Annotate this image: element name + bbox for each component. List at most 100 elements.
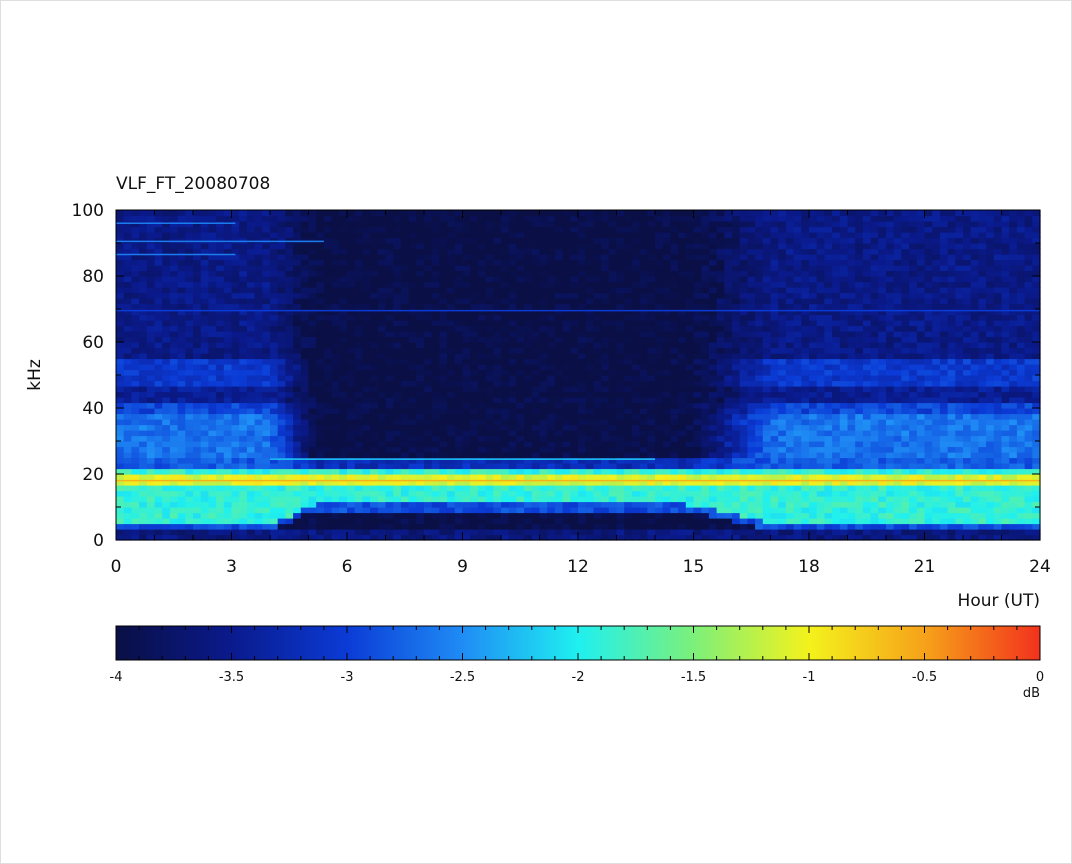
heatmap-cell — [593, 227, 601, 233]
heatmap-cell — [178, 227, 186, 233]
heatmap-cell — [362, 353, 370, 359]
heatmap-cell — [632, 397, 640, 403]
heatmap-cell — [416, 221, 424, 227]
heatmap-cell — [155, 359, 163, 365]
heatmap-cell — [224, 348, 232, 354]
heatmap-cell — [709, 513, 717, 519]
heatmap-cell — [563, 397, 571, 403]
heatmap-cell — [424, 425, 432, 431]
heatmap-cell — [293, 441, 301, 447]
heatmap-cell — [201, 227, 209, 233]
heatmap-cell — [486, 419, 494, 425]
heatmap-cell — [201, 238, 209, 244]
heatmap-cell — [262, 507, 270, 513]
heatmap-cell — [455, 249, 463, 255]
heatmap-cell — [131, 436, 139, 442]
heatmap-cell — [262, 243, 270, 249]
heatmap-cell — [247, 507, 255, 513]
heatmap-cell — [386, 463, 394, 469]
heatmap-cell — [701, 524, 709, 530]
heatmap-cell — [324, 348, 332, 354]
heatmap-cell — [139, 507, 147, 513]
heatmap-cell — [270, 282, 278, 288]
heatmap-cell — [724, 282, 732, 288]
heatmap-cell — [755, 502, 763, 508]
heatmap-cell — [386, 320, 394, 326]
heatmap-cell — [193, 419, 201, 425]
heatmap-cell — [193, 260, 201, 266]
heatmap-cell — [416, 315, 424, 321]
heatmap-cell — [717, 524, 725, 530]
heatmap-cell — [193, 485, 201, 491]
heatmap-cell — [624, 518, 632, 524]
heatmap-cell — [709, 221, 717, 227]
heatmap-cell — [293, 507, 301, 513]
heatmap-cell — [232, 507, 240, 513]
heatmap-cell — [555, 463, 563, 469]
heatmap-cell — [516, 518, 524, 524]
heatmap-cell — [632, 469, 640, 475]
heatmap-cell — [355, 474, 363, 480]
heatmap-cell — [555, 474, 563, 480]
heatmap-cell — [362, 271, 370, 277]
heatmap-cell — [593, 425, 601, 431]
heatmap-cell — [540, 254, 548, 260]
heatmap-cell — [116, 359, 124, 365]
heatmap-cell — [393, 469, 401, 475]
heatmap-cell — [670, 496, 678, 502]
heatmap-cell — [540, 293, 548, 299]
heatmap-cell — [701, 298, 709, 304]
heatmap-cell — [624, 474, 632, 480]
heatmap-cell — [170, 249, 178, 255]
heatmap-cell — [486, 265, 494, 271]
heatmap-cell — [216, 337, 224, 343]
heatmap-cell — [455, 491, 463, 497]
heatmap-cell — [239, 221, 247, 227]
heatmap-cell — [578, 529, 586, 535]
heatmap-cell — [178, 447, 186, 453]
heatmap-cell — [555, 243, 563, 249]
heatmap-cell — [262, 359, 270, 365]
heatmap-cell — [624, 216, 632, 222]
heatmap-cell — [647, 265, 655, 271]
heatmap-cell — [478, 381, 486, 387]
heatmap-cell — [578, 496, 586, 502]
heatmap-cell — [332, 243, 340, 249]
heatmap-cell — [424, 524, 432, 530]
heatmap-cell — [208, 419, 216, 425]
heatmap-cell — [339, 331, 347, 337]
heatmap-cell — [563, 502, 571, 508]
heatmap-cell — [285, 221, 293, 227]
heatmap-cell — [185, 392, 193, 398]
heatmap-cell — [309, 452, 317, 458]
heatmap-cell — [670, 210, 678, 216]
heatmap-cell — [447, 463, 455, 469]
heatmap-cell — [593, 419, 601, 425]
heatmap-cell — [663, 419, 671, 425]
heatmap-cell — [617, 337, 625, 343]
heatmap-cell — [463, 238, 471, 244]
heatmap-cell — [678, 243, 686, 249]
heatmap-cell — [709, 227, 717, 233]
heatmap-cell — [663, 243, 671, 249]
heatmap-cell — [740, 375, 748, 381]
heatmap-cell — [470, 359, 478, 365]
heatmap-cell — [678, 249, 686, 255]
heatmap-cell — [347, 315, 355, 321]
heatmap-cell — [701, 337, 709, 343]
heatmap-cell — [732, 298, 740, 304]
heatmap-cell — [724, 293, 732, 299]
heatmap-cell — [524, 414, 532, 420]
heatmap-cell — [740, 381, 748, 387]
heatmap-cell — [717, 447, 725, 453]
heatmap-cell — [370, 337, 378, 343]
heatmap-cell — [155, 227, 163, 233]
heatmap-cell — [278, 463, 286, 469]
heatmap-cell — [224, 221, 232, 227]
heatmap-cell — [655, 436, 663, 442]
heatmap-cell — [409, 364, 417, 370]
heatmap-cell — [740, 249, 748, 255]
heatmap-cell — [670, 254, 678, 260]
heatmap-cell — [640, 463, 648, 469]
heatmap-cell — [686, 441, 694, 447]
